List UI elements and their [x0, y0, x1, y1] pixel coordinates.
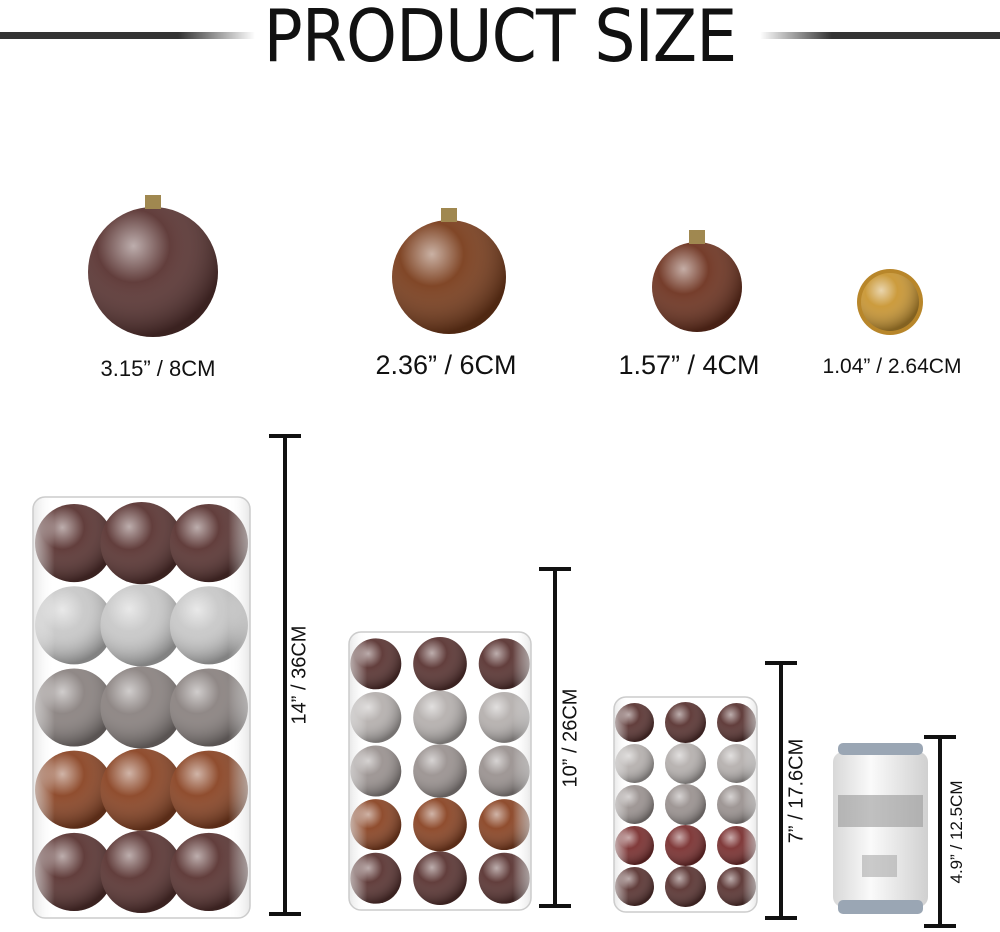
page-title: PRODUCT SIZE — [263, 0, 738, 78]
ornament-ball — [392, 220, 506, 334]
ornament-tube — [32, 496, 251, 919]
title-rule-left — [0, 32, 255, 39]
dimension-cap — [924, 735, 956, 739]
gold-coin — [857, 269, 923, 335]
dimension-cap — [539, 904, 571, 908]
dimension-bar — [553, 567, 557, 908]
dimension-bar — [938, 735, 942, 928]
container-height-label: 4.9” / 12.5CM — [947, 780, 966, 883]
dimension-cap — [924, 924, 956, 928]
container-height-label: 14” / 36CM — [288, 625, 311, 725]
ornament-size-label: 3.15” / 8CM — [100, 356, 216, 381]
ornament-cap — [145, 195, 161, 209]
ornament-cap — [441, 208, 457, 222]
dimension-bar — [283, 434, 287, 916]
dimension-cap — [765, 916, 797, 920]
ornament-ball — [88, 207, 218, 337]
ornament-tube — [613, 696, 758, 913]
blurred-mark — [862, 855, 897, 877]
dimension-cap — [539, 567, 571, 571]
ornament-size-label: 1.04” / 2.64CM — [822, 355, 962, 378]
dimension-bar — [779, 661, 783, 920]
ornament-size-label: 2.36” / 6CM — [375, 350, 517, 380]
dimension-cap — [765, 661, 797, 665]
ornament-ball — [652, 242, 742, 332]
blurred-logo — [838, 795, 923, 827]
ornament-size-label: 1.57” / 4CM — [618, 350, 760, 380]
dimension-cap — [269, 434, 301, 438]
ornament-cap — [689, 230, 705, 244]
ornament-tube — [348, 631, 532, 911]
container-height-label: 10” / 26CM — [559, 688, 582, 787]
dimension-cap — [269, 912, 301, 916]
soda-can — [833, 743, 928, 914]
title-rule-right — [760, 32, 1000, 39]
container-height-label: 7” / 17.6CM — [785, 738, 808, 843]
